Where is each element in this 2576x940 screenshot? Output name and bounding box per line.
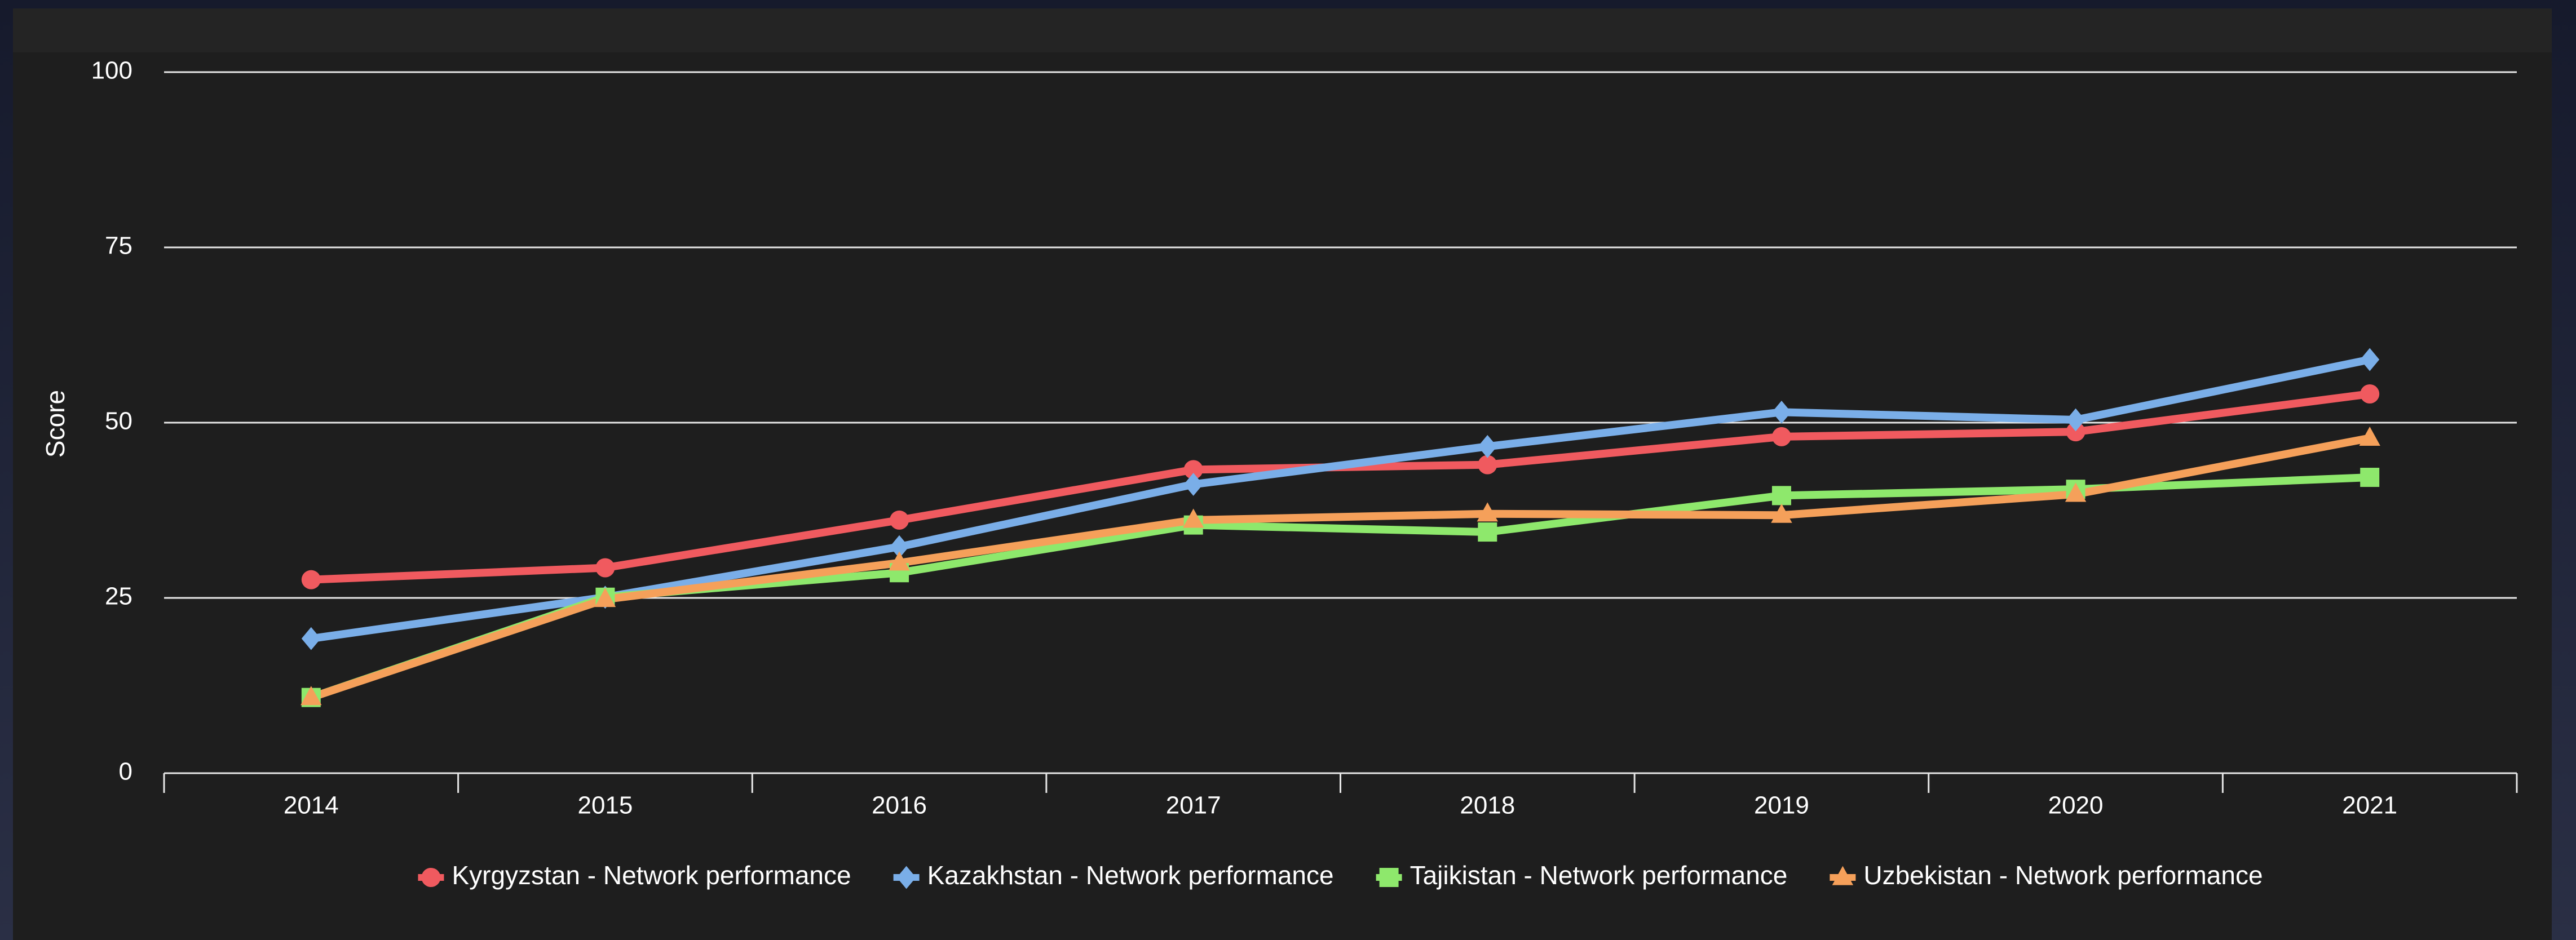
- legend-label: Kazakhstan - Network performance: [927, 861, 1334, 890]
- series-line: [310, 356, 2371, 643]
- data-point: [301, 686, 322, 706]
- y-tick-label: 75: [105, 232, 132, 260]
- data-point: [301, 570, 321, 589]
- data-point: [1478, 455, 1497, 475]
- data-point: [2360, 348, 2380, 371]
- data-point: [1771, 503, 1792, 523]
- x-tick-label: 2015: [577, 792, 633, 819]
- y-tick-label: 100: [91, 57, 132, 85]
- data-point: [1183, 460, 1203, 480]
- y-tick-label: 0: [119, 758, 132, 786]
- data-point: [1477, 502, 1499, 522]
- data-point: [1771, 427, 1791, 446]
- legend-marker: [896, 866, 916, 889]
- panel: [13, 52, 2552, 940]
- y-tick-label: 25: [105, 583, 132, 610]
- x-tick-label: 2017: [1166, 792, 1221, 819]
- data-point: [2360, 468, 2380, 487]
- legend-marker: [1379, 868, 1399, 887]
- data-point: [301, 627, 321, 650]
- data-point: [1478, 522, 1497, 542]
- legend-label: Kyrgyzstan - Network performance: [452, 861, 851, 890]
- legend-label: Uzbekistan - Network performance: [1863, 861, 2263, 890]
- data-point: [594, 588, 616, 608]
- data-point: [2360, 384, 2380, 404]
- data-point: [890, 535, 909, 558]
- data-point: [595, 558, 615, 578]
- data-point: [1182, 508, 1204, 528]
- y-axis-label: Score: [41, 390, 70, 458]
- legend-marker: [1832, 866, 1854, 885]
- legend-marker: [421, 868, 441, 887]
- data-point: [890, 510, 909, 530]
- data-point: [2065, 482, 2087, 502]
- data-point: [1771, 486, 1791, 506]
- data-point: [2066, 422, 2085, 442]
- legend-label: Tajikistan - Network performance: [1410, 861, 1788, 890]
- x-tick-label: 2016: [872, 792, 927, 819]
- series-line: [310, 434, 2371, 702]
- data-point: [1183, 473, 1203, 496]
- data-point: [889, 551, 910, 571]
- x-tick-label: 2020: [2048, 792, 2104, 819]
- data-point: [2359, 426, 2380, 446]
- x-tick-label: 2021: [2342, 792, 2397, 819]
- data-point: [1478, 434, 1497, 458]
- y-tick-label: 50: [105, 407, 132, 435]
- legend: Kyrgyzstan - Network performance Kazakhst…: [418, 861, 2263, 890]
- data-point: [2066, 408, 2085, 432]
- x-tick-label: 2019: [1754, 792, 1809, 819]
- x-tick-label: 2014: [284, 792, 339, 819]
- data-point: [1771, 400, 1791, 424]
- x-tick-label: 2018: [1460, 792, 1515, 819]
